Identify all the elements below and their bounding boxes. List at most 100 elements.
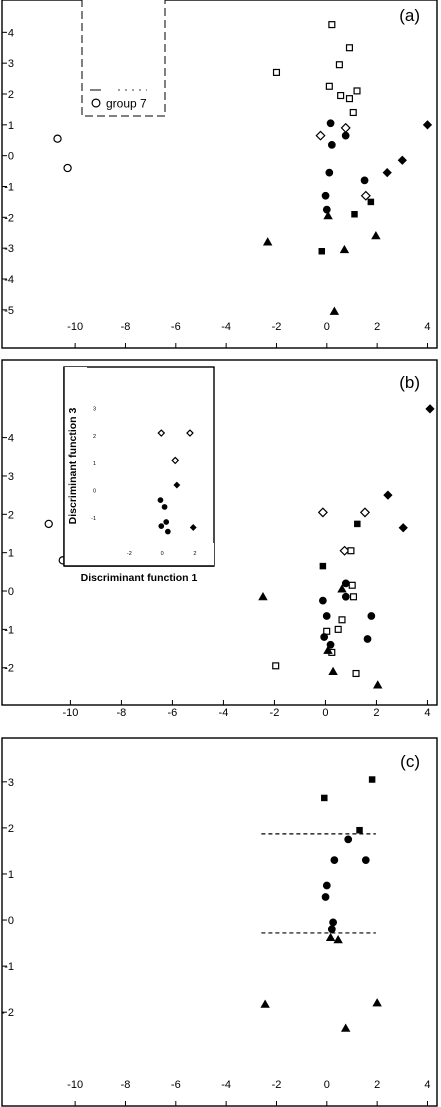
data-point xyxy=(398,523,408,533)
inset-label-band xyxy=(64,543,214,566)
data-point xyxy=(258,591,268,601)
y-tick-label: -4 xyxy=(4,274,14,286)
panel-label: (b) xyxy=(399,373,420,392)
y-tick-label: -1 xyxy=(4,961,14,973)
legend-marker xyxy=(91,98,101,108)
data-point xyxy=(360,176,369,185)
data-point xyxy=(44,519,53,529)
data-point xyxy=(327,141,336,149)
data-point xyxy=(53,134,62,143)
x-tick-label: 4 xyxy=(424,707,430,719)
panel-frame xyxy=(1,737,438,1107)
x-tick-label: 4 xyxy=(424,1079,430,1091)
data-point xyxy=(367,198,375,206)
x-tick-label: -2 xyxy=(270,707,280,719)
x-tick-label: -2 xyxy=(272,321,282,333)
data-point xyxy=(321,794,328,802)
inset-data-point xyxy=(158,523,165,529)
data-point xyxy=(335,61,343,69)
data-point xyxy=(325,82,333,90)
data-point xyxy=(360,190,371,201)
data-point xyxy=(322,205,331,214)
inset-data-point xyxy=(164,528,171,535)
inset-label-band xyxy=(64,367,87,566)
data-point xyxy=(344,835,353,844)
data-point xyxy=(351,211,358,218)
data-point xyxy=(321,893,330,901)
data-point xyxy=(340,1023,351,1032)
data-point xyxy=(359,507,371,518)
data-point xyxy=(339,545,350,556)
data-point xyxy=(272,68,281,76)
inset-x-tick-label: 0 xyxy=(161,551,164,557)
data-point xyxy=(338,616,346,624)
inset-data-point xyxy=(161,504,168,510)
data-point xyxy=(326,640,335,649)
data-point xyxy=(262,237,273,246)
data-point xyxy=(325,932,336,941)
data-point xyxy=(347,547,355,555)
x-tick-label: -2 xyxy=(272,1079,282,1091)
x-tick-label: -6 xyxy=(171,1079,181,1091)
data-point xyxy=(329,306,340,315)
y-tick-label: -1 xyxy=(4,624,14,636)
inset-x-tick-label: -2 xyxy=(127,551,132,557)
inset-chart: 3 2 1 0 -1 -2 0 2 Discriminant function 1 Discrim… xyxy=(63,366,215,584)
x-tick-label: -8 xyxy=(121,1079,131,1091)
inset-y-axis-label: Discriminant function 3 xyxy=(67,408,79,525)
y-tick-label: -1 xyxy=(4,182,14,194)
data-point xyxy=(341,131,350,140)
data-point xyxy=(327,925,336,934)
inset-y-tick-label: 0 xyxy=(93,489,96,495)
data-point xyxy=(425,404,435,414)
data-point xyxy=(337,584,347,593)
data-point xyxy=(340,122,351,133)
data-point xyxy=(356,826,363,834)
inset-data-point xyxy=(163,519,170,525)
data-point xyxy=(354,520,361,528)
chart-panel: 4 3 2 1 0 -1 -2 -10 -8 -6 -4 -2 0 2 4 (b) 3 2 1 0 -1 -2 0 2 Disc… xyxy=(1,359,438,719)
data-point xyxy=(348,581,356,589)
y-tick-label: -2 xyxy=(4,663,14,675)
data-point xyxy=(321,191,330,200)
chart-panel: 4 3 2 1 0 -1 -2 -3 -4 -5 -10 -8 -6 -4 -2 0 2 4 (a) group 7 xyxy=(1,0,438,349)
data-point xyxy=(371,231,381,240)
y-tick-label: 2 xyxy=(8,89,14,101)
y-tick-label: 4 xyxy=(8,433,14,445)
data-point xyxy=(326,119,335,128)
y-tick-label: 4 xyxy=(8,27,14,39)
x-tick-label: -4 xyxy=(219,707,229,719)
data-point xyxy=(345,95,354,103)
data-point xyxy=(328,21,336,29)
data-point xyxy=(319,596,327,605)
data-point xyxy=(322,612,331,620)
x-tick-label: -8 xyxy=(121,321,131,333)
data-point xyxy=(328,666,338,676)
data-point xyxy=(315,130,326,141)
data-point xyxy=(373,680,383,689)
data-point xyxy=(325,168,334,177)
x-tick-label: 0 xyxy=(324,1079,330,1091)
y-tick-label: 3 xyxy=(8,777,14,789)
legend-entry: group 7 xyxy=(106,97,147,111)
data-point xyxy=(317,507,328,518)
data-point xyxy=(345,44,354,52)
data-point xyxy=(382,168,392,178)
x-tick-label: -10 xyxy=(67,1079,83,1091)
data-point xyxy=(341,592,350,601)
data-point xyxy=(318,248,326,255)
inset-data-point xyxy=(189,524,197,531)
inset-data-point xyxy=(171,456,180,465)
inset-x-axis-label: Discriminant function 1 xyxy=(81,572,198,584)
y-tick-label: 2 xyxy=(8,509,14,521)
x-tick-label: -4 xyxy=(221,1079,231,1091)
data-point xyxy=(337,92,345,100)
inset-y-tick-label: -1 xyxy=(91,516,96,522)
data-point xyxy=(330,856,339,865)
x-tick-label: -4 xyxy=(221,321,231,333)
x-tick-label: -8 xyxy=(117,707,127,719)
y-tick-label: 1 xyxy=(8,120,14,132)
data-point xyxy=(322,881,331,890)
data-point xyxy=(260,999,270,1008)
